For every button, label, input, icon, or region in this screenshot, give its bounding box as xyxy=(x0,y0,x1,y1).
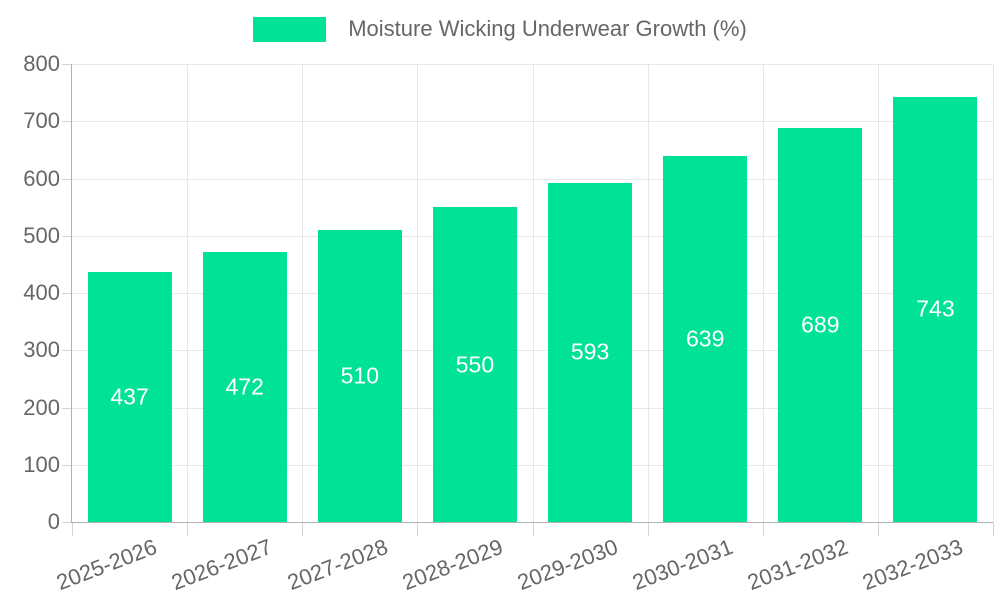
x-axis-tick xyxy=(72,522,73,536)
bar[interactable]: 593 xyxy=(548,182,633,522)
y-axis-tick-label: 600 xyxy=(23,165,60,191)
x-axis-tick xyxy=(302,522,304,536)
bar-value-label: 593 xyxy=(570,338,610,365)
y-axis-tick xyxy=(62,178,71,180)
y-axis-tick-label: 100 xyxy=(23,451,60,477)
gridline-vertical xyxy=(417,64,419,522)
bar-value-label: 743 xyxy=(916,295,955,322)
gridline-vertical xyxy=(532,64,534,522)
x-axis-label-cell: 2029-2030 xyxy=(514,532,648,595)
y-axis-tick xyxy=(62,235,71,237)
gridline-vertical xyxy=(187,64,189,522)
x-axis-label-cell: 2032-2033 xyxy=(859,532,993,595)
x-axis-line xyxy=(71,522,993,523)
x-axis-tick xyxy=(532,522,534,536)
x-axis-tick xyxy=(993,522,994,536)
bar[interactable]: 743 xyxy=(893,96,978,522)
bar[interactable]: 689 xyxy=(778,127,863,522)
y-axis-tick-label: 500 xyxy=(23,222,60,248)
y-axis-tick-label: 700 xyxy=(23,108,60,134)
x-axis-label-cell: 2027-2028 xyxy=(284,532,417,595)
plot-area: 437 472 510 550 593 639 689 743 xyxy=(62,64,994,536)
bar[interactable]: 550 xyxy=(432,207,517,522)
gridline-vertical xyxy=(647,64,649,522)
x-axis-tick-label: 2025-2026 xyxy=(53,534,161,596)
y-axis-tick xyxy=(62,464,71,466)
y-axis-tick-label: 0 xyxy=(47,509,60,534)
bar-value-label: 510 xyxy=(340,362,379,389)
y-axis-tick-label: 400 xyxy=(23,280,60,305)
x-axis-tick xyxy=(762,522,764,536)
y-axis-tick xyxy=(62,407,71,409)
y-axis-line xyxy=(71,64,72,522)
x-axis-label-cell: 2028-2029 xyxy=(399,532,532,595)
bar-value-label: 472 xyxy=(225,373,264,400)
legend-swatch-icon xyxy=(253,16,327,42)
x-axis-tick xyxy=(187,522,189,536)
bar[interactable]: 437 xyxy=(87,271,172,522)
bar[interactable]: 472 xyxy=(202,251,287,522)
x-axis-label-cell: 2031-2032 xyxy=(744,532,878,595)
y-axis-tick xyxy=(62,121,71,123)
bar-value-label: 437 xyxy=(110,383,149,410)
gridline-vertical xyxy=(993,64,994,522)
bar-value-label: 639 xyxy=(686,325,725,352)
gridline-vertical xyxy=(762,64,764,522)
y-axis-tick xyxy=(62,293,71,294)
bar[interactable]: 510 xyxy=(317,230,402,522)
x-axis-tick xyxy=(877,522,879,536)
y-axis-tick xyxy=(62,522,71,523)
legend[interactable]: Moisture Wicking Underwear Growth (%) xyxy=(0,16,1000,42)
bar[interactable]: 639 xyxy=(663,156,748,522)
y-axis-tick-label: 300 xyxy=(23,337,60,363)
legend-label: Moisture Wicking Underwear Growth (%) xyxy=(348,16,747,41)
gridline-vertical xyxy=(302,64,304,522)
x-axis-tick xyxy=(647,522,649,536)
x-axis-label-cell: 2030-2031 xyxy=(629,532,763,595)
x-axis-label-cell: 2025-2026 xyxy=(53,532,187,595)
gridline-vertical xyxy=(877,64,879,522)
y-axis-tick-label: 200 xyxy=(23,394,60,420)
x-axis-tick xyxy=(417,522,419,536)
y-axis-tick-label: 800 xyxy=(23,51,60,76)
y-axis-tick xyxy=(62,64,71,65)
bar-value-label: 689 xyxy=(801,311,840,338)
bar-value-label: 550 xyxy=(455,351,495,378)
x-axis-label-cell: 2026-2027 xyxy=(168,532,302,595)
y-axis-tick xyxy=(62,350,71,352)
